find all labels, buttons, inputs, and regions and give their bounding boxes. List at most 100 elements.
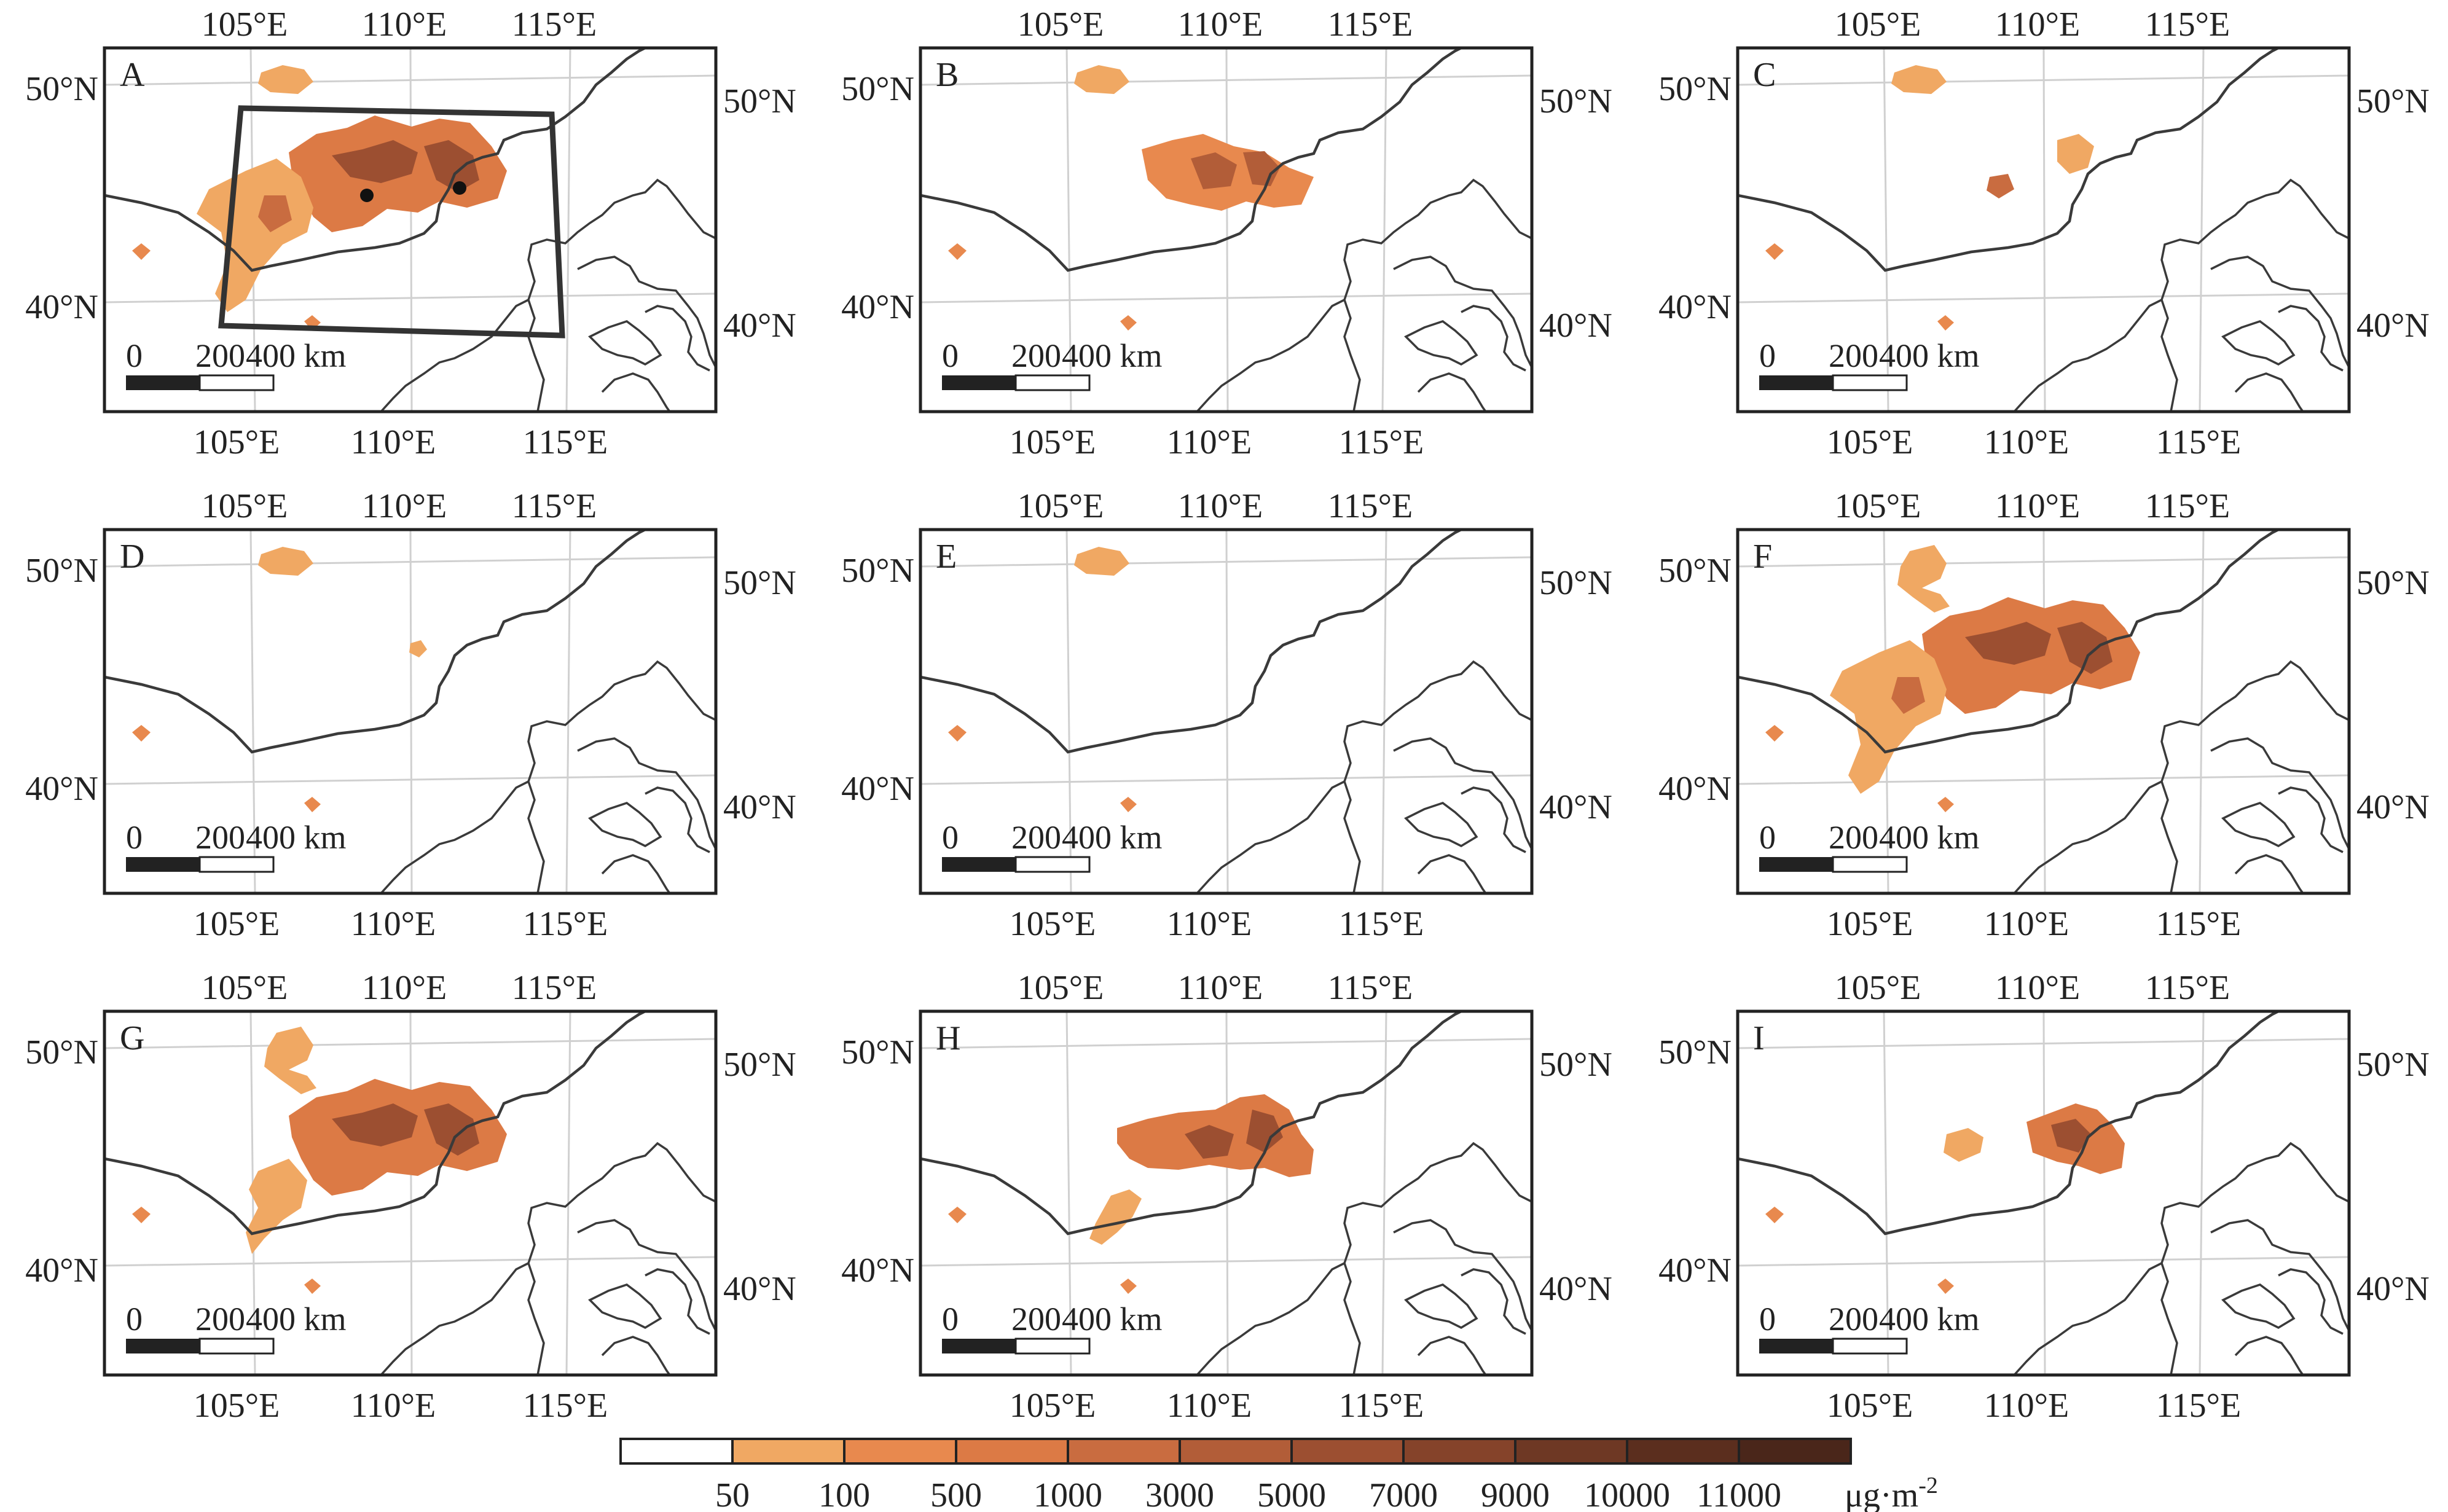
- colorbar-unit-superscript: -2: [1918, 1473, 1938, 1498]
- panel-letter: F: [1753, 538, 1772, 576]
- scale-bar: 0 200 400 km: [942, 819, 1163, 873]
- right-latitude-label: 40°N: [1539, 307, 1612, 345]
- map-content: [920, 530, 1532, 893]
- scale-bar-black: [1759, 1339, 1833, 1353]
- graticule-line: [565, 530, 571, 893]
- top-longitude-label: 105°E: [1018, 969, 1104, 1007]
- top-longitude-label: 105°E: [1835, 6, 1921, 44]
- province-border: [527, 660, 716, 893]
- concentration-area: [1891, 677, 1925, 714]
- province-border: [2234, 372, 2304, 412]
- left-latitude-label: 50°N: [841, 70, 914, 108]
- scale-bar: 0 200 400 km: [1759, 337, 1980, 391]
- scale-bar: 0 200 400 km: [1759, 1301, 1980, 1355]
- top-longitude-label: 110°E: [362, 6, 447, 44]
- scale-bar-white: [198, 1338, 275, 1355]
- top-longitude-label: 110°E: [362, 969, 447, 1007]
- right-latitude-label: 40°N: [2356, 307, 2430, 345]
- scale-bar-label: 200: [1829, 337, 1878, 374]
- bottom-longitude-label: 110°E: [351, 1387, 436, 1425]
- concentration-patch: [948, 725, 967, 742]
- map-frame: [919, 528, 1534, 895]
- concentration-area: [2051, 1119, 2091, 1153]
- concentration-patch: [1765, 725, 1784, 742]
- concentration-area: [264, 1027, 316, 1094]
- concentration-patch: [132, 243, 151, 260]
- graticule-line: [1065, 48, 1072, 412]
- colorbar-tick-label: 500: [930, 1476, 982, 1512]
- top-longitude-label: 110°E: [1178, 969, 1263, 1007]
- concentration-area: [258, 547, 313, 576]
- panel-letter: D: [120, 538, 144, 576]
- map-frame: [103, 46, 718, 413]
- graticule-line: [249, 530, 256, 893]
- scale-bar-label: 200: [195, 1301, 245, 1338]
- map-content: [920, 1011, 1532, 1375]
- province-border: [1196, 299, 1345, 412]
- concentration-area: [1891, 65, 1947, 94]
- province-border: [1393, 256, 1532, 368]
- scale-bar: 0 200 400 km: [942, 1301, 1163, 1355]
- concentration-patch: [132, 725, 151, 742]
- right-latitude-label: 50°N: [723, 82, 796, 120]
- map-panel-B: 0 200 400 km B 105°E 110°E 115°E 105°E 110°E 115°…: [841, 6, 1612, 461]
- top-longitude-label: 115°E: [512, 6, 597, 44]
- top-longitude-label: 105°E: [202, 487, 288, 525]
- scale-bar-label: 400 km: [1062, 819, 1163, 856]
- province-border: [601, 1336, 671, 1375]
- bottom-longitude-label: 115°E: [523, 905, 608, 943]
- right-latitude-label: 50°N: [723, 564, 796, 602]
- scale-bar-black: [942, 375, 1016, 390]
- top-longitude-label: 115°E: [512, 487, 597, 525]
- bottom-longitude-label: 115°E: [523, 423, 608, 461]
- scale-bar-label: 0: [1759, 1301, 1776, 1338]
- bottom-longitude-label: 115°E: [2156, 423, 2242, 461]
- left-latitude-label: 40°N: [1658, 288, 1732, 326]
- graticule-line: [1381, 48, 1387, 412]
- graticule-line: [2199, 48, 2205, 412]
- colorbar-segment: [731, 1438, 845, 1465]
- bottom-longitude-label: 110°E: [351, 905, 436, 943]
- province-border: [645, 1268, 710, 1335]
- scale-bar-white: [1832, 856, 1908, 873]
- colorbar-tick-label: 3000: [1145, 1476, 1214, 1512]
- right-latitude-label: 50°N: [2356, 1046, 2430, 1084]
- right-latitude-label: 40°N: [723, 1270, 796, 1308]
- map-panel-F: 0 200 400 km F 105°E 110°E 115°E 105°E 110°E 115°…: [1658, 487, 2430, 943]
- province-border: [1343, 178, 1532, 412]
- graticule-line: [565, 48, 571, 412]
- scale-bar-label: 0: [126, 337, 143, 374]
- top-longitude-label: 110°E: [1178, 487, 1263, 525]
- bottom-longitude-label: 115°E: [1339, 423, 1424, 461]
- map-frame: [103, 1009, 718, 1377]
- bottom-longitude-label: 105°E: [1010, 423, 1096, 461]
- concentration-area: [424, 140, 479, 192]
- left-latitude-label: 40°N: [841, 1252, 914, 1290]
- province-border: [1393, 1219, 1532, 1331]
- bottom-longitude-label: 105°E: [194, 1387, 280, 1425]
- scale-bar-white: [1832, 1338, 1908, 1355]
- concentration-area: [1074, 547, 1129, 576]
- right-latitude-label: 40°N: [2356, 1270, 2430, 1308]
- scale-bar-label: 0: [942, 1301, 959, 1338]
- colorbar-segment: [1290, 1438, 1405, 1465]
- graticule-line: [409, 530, 413, 893]
- concentration-patch: [948, 243, 967, 260]
- scale-bar: 0 200 400 km: [126, 337, 347, 391]
- scale-bar: 0 200 400 km: [1759, 819, 1980, 873]
- concentration-area: [1965, 622, 2051, 665]
- scale-bar-label: 200: [1829, 819, 1878, 856]
- province-border: [577, 737, 716, 850]
- bottom-longitude-label: 105°E: [194, 423, 280, 461]
- bottom-longitude-label: 110°E: [1167, 905, 1252, 943]
- top-longitude-label: 105°E: [202, 969, 288, 1007]
- graticule-line: [1065, 530, 1072, 893]
- scale-bar-black: [126, 1339, 200, 1353]
- colorbar-tick-label: 7000: [1369, 1476, 1438, 1512]
- top-longitude-label: 115°E: [1328, 969, 1413, 1007]
- scale-bar-black: [1759, 857, 1833, 872]
- scale-bar-label: 400 km: [246, 337, 347, 374]
- graticule-line: [2042, 530, 2046, 893]
- province-border: [380, 780, 529, 893]
